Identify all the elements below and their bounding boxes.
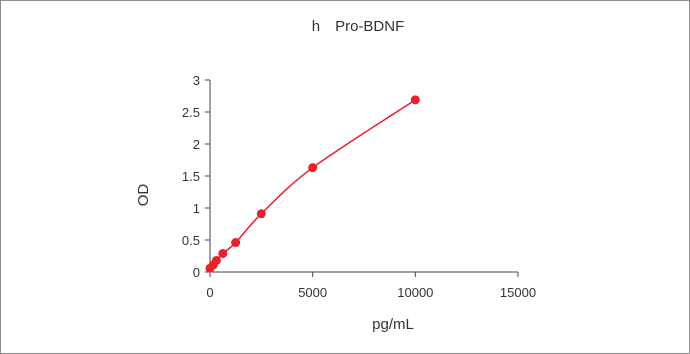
data-point (410, 95, 420, 105)
y-tick-label: 2.5 (182, 105, 200, 120)
x-tick-label: 10000 (397, 285, 433, 300)
y-tick-label: 2 (193, 137, 200, 152)
y-tick-label: 3 (193, 73, 200, 88)
data-point (218, 248, 228, 258)
axes: 0 0.5 1 1.5 2 2.5 3 0 5000 10000 15000 (182, 73, 536, 300)
y-tick-label: 0.5 (182, 233, 200, 248)
data-point (308, 163, 318, 173)
x-tick-label: 15000 (500, 285, 536, 300)
data-point (256, 209, 266, 219)
x-tick-label: 0 (206, 285, 213, 300)
y-tick-label: 1.5 (182, 169, 200, 184)
y-tick-label: 0 (193, 265, 200, 280)
x-axis-label: pg/mL (372, 316, 414, 333)
y-tick-label: 1 (193, 201, 200, 216)
data-point (211, 255, 221, 265)
series-line (209, 99, 416, 269)
x-tick-label: 5000 (298, 285, 327, 300)
y-axis-label: OD (135, 184, 152, 207)
series-layer (205, 95, 420, 273)
chart-title: h Pro-BDNF (312, 18, 405, 35)
data-point (231, 238, 241, 248)
